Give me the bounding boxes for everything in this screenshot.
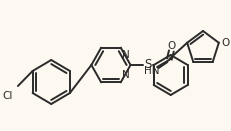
Text: O: O [167, 41, 176, 51]
Text: O: O [222, 38, 230, 48]
Text: S: S [144, 59, 152, 72]
Text: Cl: Cl [3, 91, 13, 101]
Text: N: N [122, 70, 130, 80]
Text: N: N [122, 50, 130, 60]
Text: HN: HN [144, 66, 160, 76]
